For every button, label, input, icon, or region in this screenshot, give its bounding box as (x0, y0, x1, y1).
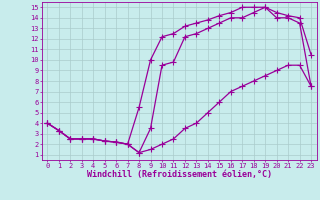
X-axis label: Windchill (Refroidissement éolien,°C): Windchill (Refroidissement éolien,°C) (87, 170, 272, 179)
